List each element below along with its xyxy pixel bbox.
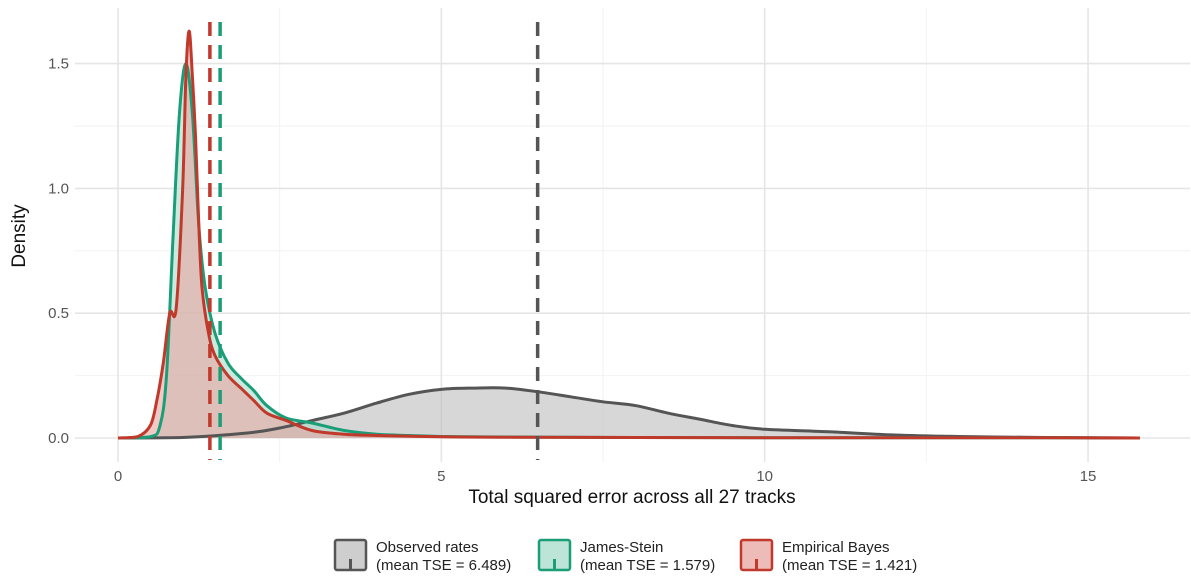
- x-axis-title: Total squared error across all 27 tracks: [468, 487, 795, 508]
- legend-mean-empirical_bayes: (mean TSE = 1.421): [782, 557, 917, 574]
- observed-density-area: [118, 387, 1140, 438]
- y-tick-label: 0.0: [48, 430, 69, 447]
- x-tick-label: 5: [437, 468, 445, 485]
- legend-label-observed: Observed rates: [376, 539, 479, 556]
- legend-mean-observed: (mean TSE = 6.489): [376, 557, 511, 574]
- x-tick-label: 0: [114, 468, 122, 485]
- x-tick-label: 15: [1080, 468, 1097, 485]
- y-axis-title: Density: [9, 204, 30, 268]
- y-tick-label: 1.5: [48, 56, 69, 73]
- tick-labels: 0 5 10 15 0.0 0.5 1.0 1.5: [48, 56, 1096, 485]
- density-areas: [118, 31, 1140, 439]
- density-lines: [117, 29, 1140, 440]
- legend: Observed rates(mean TSE = 6.489) James-St…: [333, 538, 917, 574]
- observed-density-line: [117, 386, 1140, 440]
- mean-lines: [208, 22, 540, 460]
- x-tick-label: 10: [756, 468, 773, 485]
- empirical_bayes-density-area: [118, 31, 1140, 439]
- y-tick-label: 1.0: [48, 180, 69, 197]
- legend-label-empirical_bayes: Empirical Bayes: [782, 539, 890, 556]
- legend-item-observed: Observed rates(mean TSE = 6.489): [333, 538, 511, 574]
- legend-label-james_stein: James-Stein: [580, 539, 663, 556]
- legend-item-empirical_bayes: Empirical Bayes(mean TSE = 1.421): [739, 538, 917, 574]
- empirical_bayes-density-line: [117, 29, 1140, 440]
- legend-item-james_stein: James-Stein(mean TSE = 1.579): [537, 538, 715, 574]
- legend-mean-james_stein: (mean TSE = 1.579): [580, 557, 715, 574]
- y-tick-label: 0.5: [48, 305, 69, 322]
